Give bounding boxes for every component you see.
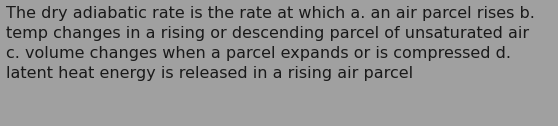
Text: The dry adiabatic rate is the rate at which a. an air parcel rises b.
temp chang: The dry adiabatic rate is the rate at wh…	[6, 6, 535, 81]
